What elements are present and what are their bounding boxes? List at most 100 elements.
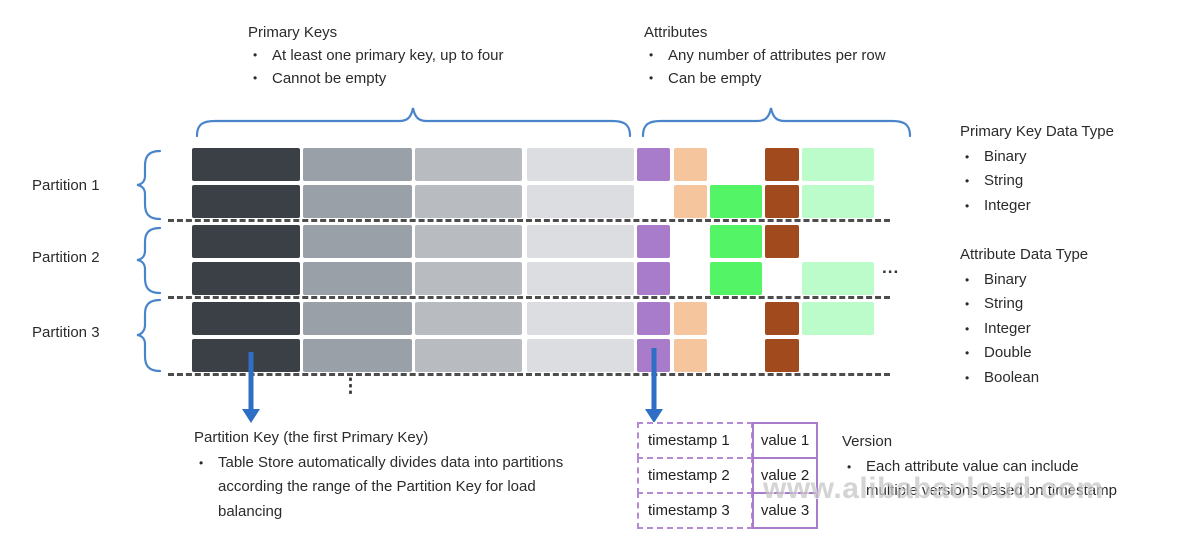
bullet-glyph: • [965,272,970,287]
primary-key-cell [527,148,634,181]
bullet-glyph: • [199,455,204,470]
bullet-glyph: • [965,149,970,164]
version-table: timestamp 1 value 1 timestamp 2 value 2 time… [637,422,818,529]
partition-3-label: Partition 3 [32,324,100,341]
primary-key-cell [415,185,522,218]
timestamp-cell: timestamp 1 [637,422,753,459]
bullet-item: • Each attribute value can include multip… [842,455,1132,504]
primary-key-cell [192,148,300,181]
partition-key-bullets: • Table Store automatically divides data … [194,451,589,525]
bullet-item: • Integer [960,194,1195,219]
timestamp-cell: timestamp 3 [637,492,753,529]
bullet-item: • Any number of attributes per row [644,44,994,67]
partition-key-note: Partition Key (the first Primary Key) • T… [194,426,646,524]
attribute-data-type-note: Attribute Data Type • Binary • String • Integ… [960,243,1195,390]
primary-key-cell [415,302,522,335]
attribute-data-type-bullets: • Binary • String • Integer • Double • Boolean [960,268,1195,391]
attribute-cell [765,339,799,372]
attributes-note: Attributes • Any number of attributes per… [644,21,994,90]
attribute-cell [765,185,799,218]
primary-key-cell [415,225,522,258]
primary-keys-bullets: • At least one primary key, up to four • Ca… [248,44,648,90]
bullet-text: Can be empty [668,70,762,87]
primary-key-data-type-bullets: • Binary • String • Integer [960,145,1195,219]
attribute-cell [710,262,762,295]
bullet-glyph: • [965,370,970,385]
bullet-text: String [984,295,1024,312]
attribute-cell [802,148,874,181]
version-table-row: timestamp 3 value 3 [637,492,818,529]
bullet-glyph: • [965,198,970,213]
attribute-cell [802,302,874,335]
attribute-data-type-title: Attribute Data Type [960,246,1089,263]
primary-key-cell [415,339,522,372]
bullet-item: • Integer [960,317,1195,342]
bullet-text: Integer [984,319,1031,337]
bullet-text: Any number of attributes per row [668,47,886,64]
primary-key-data-type-note: Primary Key Data Type • Binary • String • Int… [960,120,1195,218]
bullet-text: Cannot be empty [272,70,387,87]
version-bullets: • Each attribute value can include multip… [842,455,1132,504]
bullet-item: • Can be empty [644,67,994,90]
bullet-glyph: • [253,71,258,85]
primary-key-data-type-title: Primary Key Data Type [960,123,1114,140]
attribute-cell [674,339,707,372]
primary-key-cell [415,262,522,295]
version-title: Version [842,433,893,450]
more-rows-ellipsis: ⋮ [341,376,360,397]
attribute-cell [765,225,799,258]
bullet-item: • Boolean [960,366,1195,391]
bullet-glyph: • [847,459,852,474]
attribute-cell [710,225,762,258]
primary-keys-note: Primary Keys • At least one primary key, … [248,21,648,90]
bullet-item: • Double [960,341,1195,366]
primary-key-cell [303,225,412,258]
attribute-cell [637,148,670,181]
attribute-cell [637,262,670,295]
partition-separator [168,219,890,222]
partition-3-brace-icon [136,298,162,373]
attribute-cell [674,185,707,218]
partition-1-label: Partition 1 [32,177,100,194]
attribute-cell [802,262,874,295]
partition-key-title: Partition Key (the first Primary Key) [194,429,429,446]
bullet-text: Integer [984,196,1031,214]
bullet-text: Double [984,344,1032,361]
bullet-glyph: • [649,71,654,85]
bullet-item: • String [960,292,1195,317]
bullet-item: • Table Store automatically divides data … [194,451,589,525]
bullet-glyph: • [965,321,970,336]
primary-key-cell [415,148,522,181]
partition-1-brace-icon [136,149,162,221]
primary-key-cell [192,185,300,218]
primary-key-cell [527,185,634,218]
value-cell: value 1 [752,422,818,459]
version-note: Version • Each attribute value can includ… [842,430,1172,504]
attribute-cell [765,302,799,335]
more-columns-ellipsis: ... [882,258,900,277]
attribute-cell [637,302,670,335]
timestamp-cell: timestamp 2 [637,457,753,494]
primary-key-cell [303,262,412,295]
bullet-text: Table Store automatically divides data i… [218,453,564,520]
bullet-item: • Binary [960,145,1195,170]
partition-separator [168,373,890,376]
primary-keys-title: Primary Keys [248,24,338,41]
attribute-cell [674,148,707,181]
bullet-text: Binary [984,147,1027,165]
bullet-glyph: • [965,174,970,188]
primary-key-cell [303,339,412,372]
bullet-glyph: • [649,48,654,62]
partition-2-brace-icon [136,226,162,295]
primary-key-cell [192,302,300,335]
primary-key-cell [192,225,300,258]
value-cell: value 3 [752,492,818,529]
primary-keys-brace-icon [195,107,632,138]
attribute-cell [637,225,670,258]
primary-key-cell [527,262,634,295]
version-table-row: timestamp 2 value 2 [637,457,818,494]
bullet-item: • At least one primary key, up to four [248,44,648,67]
attributes-bullets: • Any number of attributes per row • Can be… [644,44,994,90]
primary-key-cell [192,339,300,372]
